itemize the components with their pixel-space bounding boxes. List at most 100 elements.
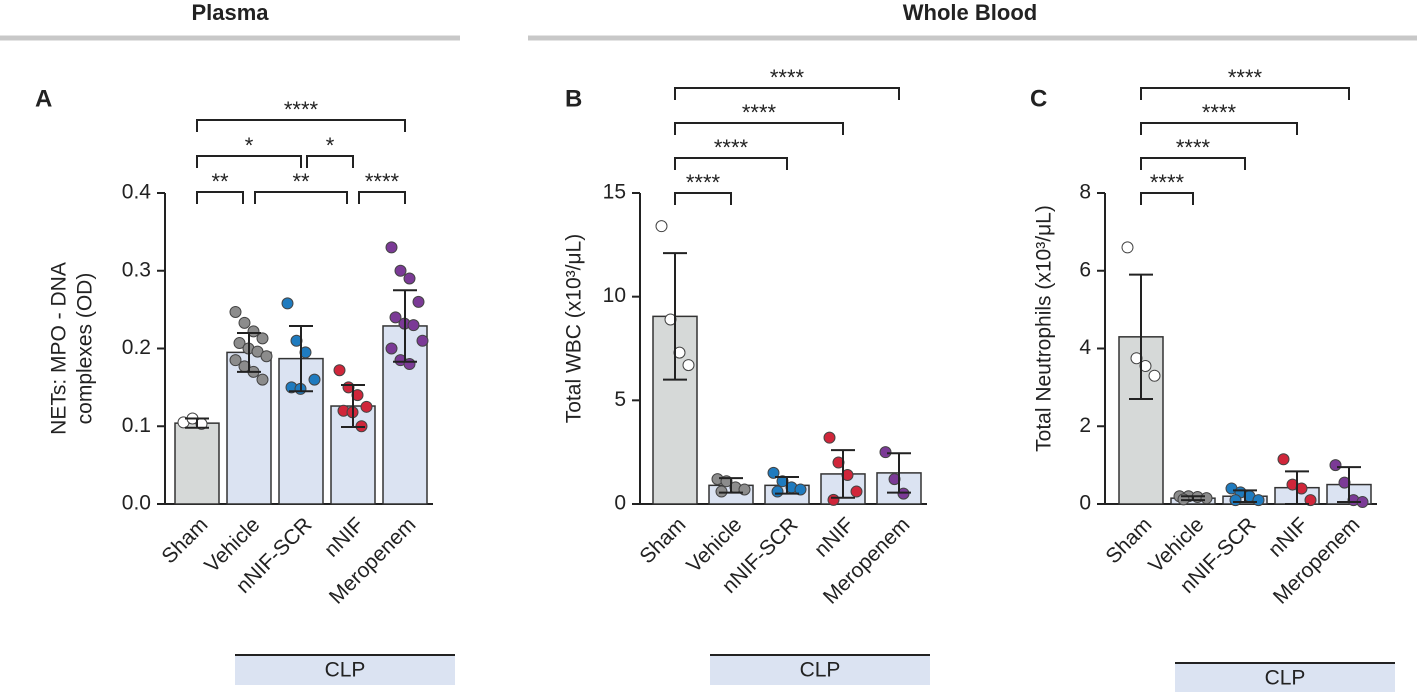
header: Plasma: [191, 0, 269, 25]
group-box: [710, 655, 930, 685]
y-axis-label: Total Neutrophils (x10³/μL): [1033, 205, 1056, 452]
data-point: [897, 487, 910, 500]
data-point: [385, 342, 398, 355]
data-point: [879, 446, 892, 459]
data-point: [850, 485, 863, 498]
data-point: [1252, 494, 1265, 507]
error-bar: [237, 331, 261, 373]
group-label: CLP: [1265, 667, 1306, 690]
significance-label: **: [292, 169, 310, 194]
header: Whole Blood: [903, 0, 1037, 25]
data-point: [333, 364, 346, 377]
y-tick-label: 0.1: [122, 414, 151, 437]
data-point: [416, 334, 429, 347]
y-tick-label: 10: [603, 284, 626, 307]
panel-label: A: [35, 85, 52, 112]
significance-bracket: [306, 155, 354, 168]
data-point: [403, 272, 416, 285]
significance-bracket: [1140, 122, 1298, 135]
significance-label: *: [245, 133, 254, 158]
significance-bracket: [674, 122, 844, 135]
data-point: [229, 354, 242, 367]
group-box: [235, 655, 455, 685]
error-bar: [185, 417, 209, 429]
x-tick-label: nNIF: [1264, 513, 1312, 561]
significance-bracket: [674, 87, 900, 100]
data-point: [260, 350, 273, 363]
y-tick-label: 0.0: [122, 492, 151, 515]
significance-bracket: [1140, 157, 1246, 170]
panel-label: C: [1030, 85, 1047, 112]
error-bar: [393, 289, 417, 363]
significance-bracket: [674, 157, 788, 170]
group-label: CLP: [800, 659, 841, 682]
error-bar: [831, 449, 855, 499]
panel-label: B: [565, 85, 582, 112]
error-bar: [341, 384, 365, 429]
significance-label: ****: [686, 170, 721, 195]
error-bar: [887, 452, 911, 494]
y-tick-label: 0: [614, 492, 626, 515]
error-bar: [775, 476, 799, 495]
data-point: [247, 325, 260, 338]
data-point: [827, 493, 840, 506]
significance-label: ****: [284, 97, 319, 122]
y-tick-label: 0: [1079, 492, 1091, 515]
significance-label: ****: [742, 100, 777, 125]
data-point: [256, 373, 269, 386]
data-point: [1121, 241, 1134, 254]
data-point: [1229, 494, 1242, 507]
data-point: [233, 337, 246, 350]
significance-bracket: [196, 155, 302, 168]
data-point: [389, 311, 402, 324]
data-point: [281, 297, 294, 310]
y-tick-label: 0.2: [122, 336, 151, 359]
significance-bracket: [674, 192, 732, 205]
data-point: [1148, 369, 1161, 382]
data-point: [385, 241, 398, 254]
significance-label: ****: [1150, 170, 1185, 195]
data-point: [256, 332, 269, 345]
data-point: [238, 316, 251, 329]
significance-bracket: [254, 191, 348, 204]
data-point: [655, 220, 668, 233]
data-point: [794, 483, 807, 496]
error-bar: [1337, 466, 1361, 504]
y-tick-label: 4: [1079, 336, 1091, 359]
significance-label: ****: [770, 65, 805, 90]
significance-label: ****: [1228, 65, 1263, 90]
data-point: [715, 485, 728, 498]
y-tick-label: 15: [603, 181, 626, 204]
data-point: [1304, 494, 1317, 507]
data-point: [229, 305, 242, 318]
significance-label: ****: [1202, 100, 1237, 125]
data-point: [771, 485, 784, 498]
data-point: [412, 295, 425, 308]
y-tick-label: 5: [614, 388, 626, 411]
significance-label: *: [326, 133, 335, 158]
data-point: [394, 264, 407, 277]
y-tick-label: 2: [1079, 414, 1091, 437]
error-bar: [1285, 470, 1309, 505]
bar: [174, 422, 220, 505]
significance-label: ****: [714, 135, 749, 160]
x-tick-label: nNIF: [810, 513, 858, 561]
y-tick-label: 0.3: [122, 258, 151, 281]
error-bar: [1129, 273, 1153, 401]
error-bar: [289, 324, 313, 393]
y-axis-label: NETs: MPO - DNA: [48, 262, 71, 435]
y-axis-label: Total WBC (x10³/μL): [563, 234, 586, 423]
significance-bracket: [1140, 87, 1350, 100]
data-point: [1200, 492, 1213, 505]
y-tick-label: 8: [1079, 181, 1091, 204]
significance-label: ****: [1176, 135, 1211, 160]
data-point: [1329, 459, 1342, 472]
error-bar: [1181, 495, 1205, 502]
error-bar: [719, 477, 743, 494]
data-point: [360, 400, 373, 413]
data-point: [308, 373, 321, 386]
significance-label: ****: [365, 169, 400, 194]
significance-bracket: [196, 119, 406, 132]
